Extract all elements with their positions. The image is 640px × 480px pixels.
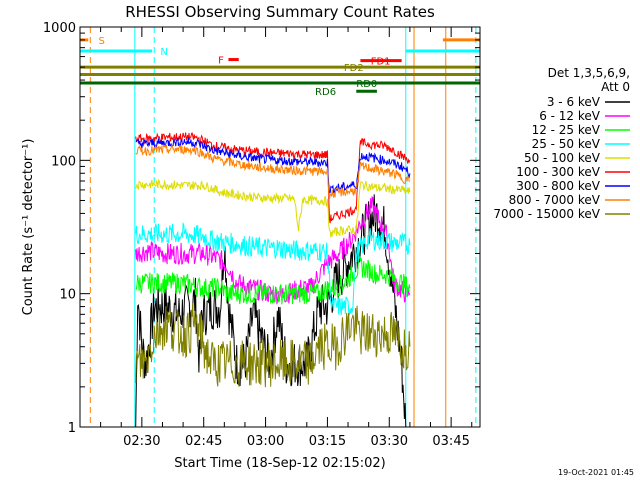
x-tick-label-3: 03:15 xyxy=(309,434,346,449)
series-line-6 xyxy=(135,137,411,194)
x-axis-ticks: 02:30 02:45 03:00 03:15 03:30 03:45 xyxy=(79,27,473,449)
y-axis-label: Count Rate (s⁻¹ detector⁻¹) xyxy=(21,139,36,316)
series-line-0 xyxy=(135,194,407,428)
annotation-label-9: RD6 xyxy=(315,87,336,98)
x-tick-label-5: 03:45 xyxy=(432,434,469,449)
x-tick-label-2: 03:00 xyxy=(247,434,284,449)
footer-timestamp: 19-Oct-2021 01:45 xyxy=(558,468,634,477)
observing-annotations: S N F FD1 FD2 RD0 RD6 xyxy=(80,36,480,98)
series-line-7 xyxy=(135,143,411,199)
x-axis-label: Start Time (18-Sep-12 02:15:02) xyxy=(174,456,385,471)
legend-label-8: 7000 - 15000 keV xyxy=(493,207,600,221)
legend-label-0: 3 - 6 keV xyxy=(547,95,601,109)
legend-label-1: 6 - 12 keV xyxy=(539,109,601,123)
y-tick-label-3: 1000 xyxy=(43,21,76,36)
series-layer xyxy=(135,132,411,428)
annotation-label-4: F xyxy=(218,56,224,67)
legend-label-6: 300 - 800 keV xyxy=(516,179,600,193)
legend-label-2: 12 - 25 keV xyxy=(532,123,601,137)
y-tick-label-0: 1 xyxy=(68,421,76,436)
series-line-4 xyxy=(135,178,411,238)
series-line-2 xyxy=(135,255,411,305)
y-axis-ticks: 1 10 100 1000 xyxy=(43,21,480,436)
series-line-8 xyxy=(135,303,411,388)
x-tick-label-0: 02:30 xyxy=(123,434,160,449)
legend-label-5: 100 - 300 keV xyxy=(516,165,600,179)
x-tick-label-4: 03:30 xyxy=(371,434,408,449)
legend-label-4: 50 - 100 keV xyxy=(524,151,601,165)
annotation-label-0: S xyxy=(99,36,105,47)
annotation-label-8: RD0 xyxy=(356,79,377,90)
plot-area: S N F FD1 FD2 RD0 RD6 xyxy=(79,27,480,428)
series-line-1 xyxy=(135,195,411,305)
y-tick-label-2: 100 xyxy=(51,154,76,169)
legend-title-line-2: Att 0 xyxy=(601,80,630,94)
x-tick-label-1: 02:45 xyxy=(185,434,222,449)
legend-label-3: 25 - 50 keV xyxy=(532,137,601,151)
annotation-label-1: N xyxy=(160,47,167,58)
series-line-3 xyxy=(135,221,411,316)
chart-title: RHESSI Observing Summary Count Rates xyxy=(125,3,435,21)
annotation-label-6: FD2 xyxy=(344,63,364,74)
legend-label-7: 800 - 7000 keV xyxy=(509,193,601,207)
plot-frame xyxy=(79,26,481,428)
legend-title-line-1: Det 1,3,5,6,9, xyxy=(548,66,630,80)
annotation-label-5: FD1 xyxy=(371,57,391,68)
y-tick-label-1: 10 xyxy=(59,288,76,303)
